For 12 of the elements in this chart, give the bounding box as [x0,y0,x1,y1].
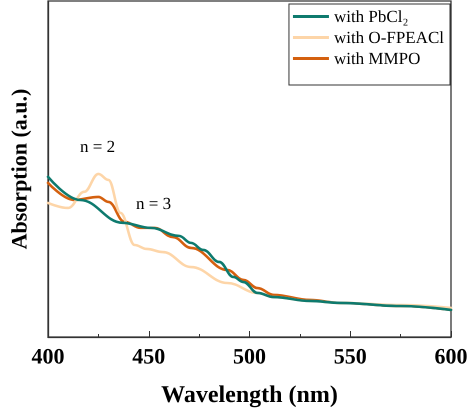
y-axis-title: Absorption (a.u.) [6,88,32,250]
legend-label: with O-FPEACl [334,28,444,47]
x-tick-label: 500 [233,344,266,368]
x-tick-label: 450 [132,344,166,368]
annotation: n = 3 [136,194,172,213]
x-tick-label: 600 [434,344,468,368]
x-axis-title: Wavelength (nm) [161,382,338,408]
x-tick-label: 400 [32,344,64,368]
x-tick-label: 550 [334,344,367,368]
legend-label: with PbCl₂ [334,7,408,26]
text: n = 2 [80,137,116,156]
legend-label: with MMPO [334,49,420,68]
